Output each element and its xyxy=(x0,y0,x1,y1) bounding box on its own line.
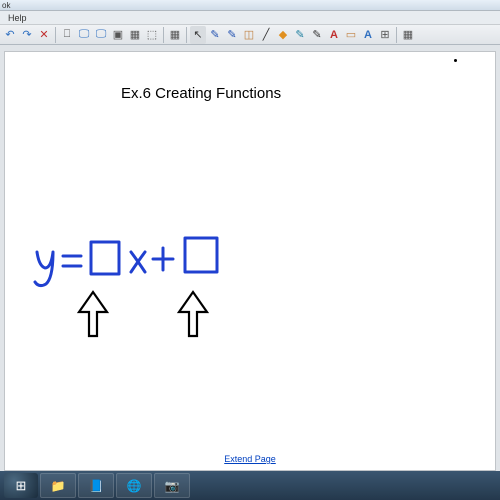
redo-button[interactable]: ↷ xyxy=(19,26,35,44)
canvas-area: Ex.6 Creating Functions xyxy=(0,45,500,471)
menubar: Help xyxy=(0,11,500,25)
pen2-button[interactable]: ✎ xyxy=(224,26,240,44)
taskbar-app[interactable]: 📘 xyxy=(78,473,114,498)
pointer-button[interactable]: ↖ xyxy=(190,26,206,44)
toolbar: ↶ ↷ ✕ ⎕ 🖵 🖵 ▣ ▦ ⬚ ▦ ↖ ✎ ✎ ◫ ╱ ◆ ✎ ✎ A ▭ … xyxy=(0,25,500,45)
shape-button[interactable]: ⬚ xyxy=(144,26,160,44)
screen1-button[interactable]: 🖵 xyxy=(76,26,92,44)
titlebar-text: ok xyxy=(2,1,10,10)
highlighter-button[interactable]: ✎ xyxy=(292,26,308,44)
ink-dot xyxy=(454,59,457,62)
page[interactable]: Ex.6 Creating Functions xyxy=(4,51,496,471)
separator xyxy=(163,27,164,43)
fill-button[interactable]: ◆ xyxy=(275,26,291,44)
equation-drawing xyxy=(31,234,231,294)
capture-button[interactable]: ▦ xyxy=(127,26,143,44)
more-button[interactable]: ▦ xyxy=(400,26,416,44)
page-nav-button[interactable]: ⎕ xyxy=(59,26,75,44)
eraser-button[interactable]: ◫ xyxy=(241,26,257,44)
delete-button[interactable]: ✕ xyxy=(36,26,52,44)
screen2-button[interactable]: 🖵 xyxy=(93,26,109,44)
textbox-button[interactable]: ▭ xyxy=(343,26,359,44)
text-button[interactable]: A xyxy=(326,26,342,44)
undo-button[interactable]: ↶ xyxy=(2,26,18,44)
titlebar: ok xyxy=(0,0,500,11)
taskbar-explorer[interactable]: 📁 xyxy=(40,473,76,498)
font-button[interactable]: A xyxy=(360,26,376,44)
separator xyxy=(55,27,56,43)
taskbar: ⊞ 📁 📘 🌐 📷 xyxy=(0,471,500,500)
screen3-button[interactable]: ▣ xyxy=(110,26,126,44)
separator xyxy=(186,27,187,43)
menu-help[interactable]: Help xyxy=(8,13,27,23)
line-button[interactable]: ╱ xyxy=(258,26,274,44)
pen1-button[interactable]: ✎ xyxy=(207,26,223,44)
page-heading: Ex.6 Creating Functions xyxy=(121,85,281,102)
properties-button[interactable]: ⊞ xyxy=(377,26,393,44)
arrow-indicators xyxy=(75,290,235,340)
extend-page-link[interactable]: Extend Page xyxy=(224,454,276,464)
separator xyxy=(396,27,397,43)
start-button[interactable]: ⊞ xyxy=(4,473,38,498)
taskbar-camera[interactable]: 📷 xyxy=(154,473,190,498)
taskbar-chrome[interactable]: 🌐 xyxy=(116,473,152,498)
magic-pen-button[interactable]: ✎ xyxy=(309,26,325,44)
app-window: ok Help ↶ ↷ ✕ ⎕ 🖵 🖵 ▣ ▦ ⬚ ▦ ↖ ✎ ✎ ◫ ╱ ◆ … xyxy=(0,0,500,471)
table-button[interactable]: ▦ xyxy=(167,26,183,44)
